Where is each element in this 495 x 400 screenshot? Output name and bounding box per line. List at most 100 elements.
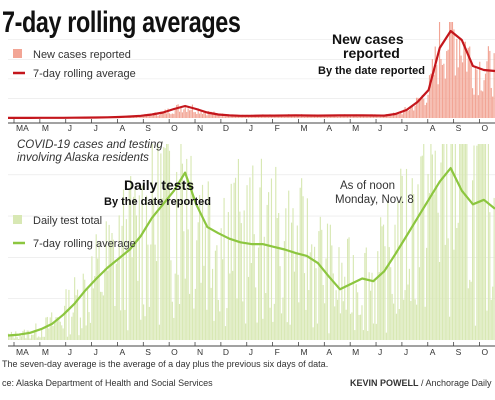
test-bar	[335, 290, 337, 340]
test-bar	[262, 318, 264, 340]
test-bar	[296, 225, 298, 340]
test-bar	[95, 234, 97, 340]
test-bar	[424, 306, 426, 340]
case-bar	[492, 96, 494, 118]
test-bar	[380, 217, 382, 340]
test-bar	[328, 333, 330, 340]
case-bar	[279, 115, 281, 118]
test-bar	[168, 150, 171, 340]
x-tick-label: J	[94, 123, 98, 133]
case-bar	[365, 115, 367, 118]
test-bar	[354, 330, 356, 340]
test-bar	[183, 231, 185, 340]
test-bar	[385, 332, 387, 340]
test-bar	[437, 212, 439, 340]
test-bar	[211, 268, 214, 340]
case-bar	[464, 41, 466, 118]
x-tick-label: M	[352, 347, 359, 357]
test-bar	[417, 184, 419, 340]
footnote: The seven-day average is the average of …	[2, 359, 329, 369]
test-bar	[167, 144, 169, 340]
test-bar	[378, 271, 380, 340]
case-bar	[260, 115, 262, 118]
case-bar	[451, 22, 454, 118]
case-bar	[456, 38, 458, 119]
test-bar	[408, 268, 410, 340]
test-bar	[341, 262, 343, 340]
test-bar	[349, 313, 352, 340]
test-bar	[187, 229, 189, 340]
test-bar	[482, 144, 484, 340]
as-of-line: Monday, Nov. 8	[335, 194, 414, 206]
case-bar	[268, 116, 270, 118]
test-bar	[431, 154, 433, 340]
case-bar	[227, 115, 229, 118]
test-bar	[466, 144, 468, 340]
test-bar	[263, 236, 265, 340]
test-bar	[190, 155, 192, 340]
test-bar	[82, 273, 84, 340]
case-bar	[224, 116, 227, 118]
test-bar	[295, 252, 297, 340]
case-bar	[446, 51, 448, 119]
case-bar	[415, 97, 418, 118]
credit-org: / Anchorage Daily	[418, 378, 492, 388]
case-bar	[309, 116, 311, 118]
test-bar	[407, 284, 409, 340]
test-bar	[286, 322, 288, 340]
test-bar	[196, 240, 198, 340]
test-bar	[49, 317, 51, 340]
test-bar	[460, 144, 462, 340]
test-bar	[403, 299, 405, 340]
x-tick-label: J	[378, 347, 382, 357]
x-tick-label: MA	[16, 123, 29, 133]
test-bar	[449, 316, 451, 340]
case-bar	[427, 94, 429, 118]
test-bar	[303, 273, 306, 340]
case-bar	[305, 115, 307, 118]
case-bar	[226, 116, 228, 118]
case-bar	[459, 39, 461, 119]
case-bar	[266, 115, 268, 118]
x-tick-label: M	[42, 347, 49, 357]
test-bar	[53, 322, 56, 340]
test-bar	[76, 289, 79, 340]
credit-line: KEVIN POWELL / Anchorage Daily	[350, 378, 492, 388]
case-bar	[191, 104, 194, 118]
test-bar	[470, 281, 472, 340]
test-bar	[153, 198, 155, 340]
case-bar	[170, 114, 172, 118]
test-bar	[276, 218, 278, 340]
test-bar	[375, 323, 377, 340]
case-bar	[476, 69, 478, 118]
test-bar	[219, 311, 221, 340]
case-bar	[299, 116, 301, 118]
case-bar	[204, 112, 206, 118]
test-bar	[469, 279, 471, 340]
test-bar	[357, 292, 359, 340]
test-bar	[352, 255, 354, 340]
test-bar	[430, 144, 432, 340]
test-bar	[115, 263, 117, 340]
case-bar	[194, 112, 196, 118]
test-bar	[98, 241, 100, 340]
test-bar	[426, 247, 428, 340]
test-bar	[345, 309, 347, 340]
test-bar	[457, 222, 459, 340]
test-bar	[145, 195, 148, 340]
test-bar	[124, 309, 126, 340]
test-bar	[181, 163, 183, 340]
test-bar	[230, 183, 232, 340]
case-bar	[161, 111, 163, 118]
test-bar	[154, 244, 156, 340]
x-tick-label: A	[430, 347, 436, 357]
x-tick-label: S	[145, 123, 151, 133]
test-bar	[474, 325, 477, 340]
credit-name: KEVIN POWELL	[350, 378, 419, 388]
case-bar	[395, 112, 398, 118]
case-bar	[486, 61, 488, 118]
case-bar	[203, 111, 205, 118]
case-bar	[190, 109, 192, 118]
test-bar	[194, 288, 196, 340]
test-bar	[332, 273, 334, 340]
